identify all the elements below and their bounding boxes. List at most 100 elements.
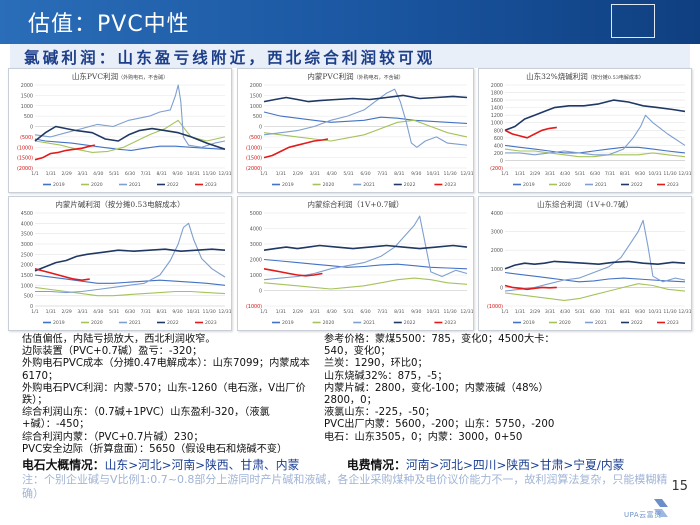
legend-label: 2019 — [282, 320, 294, 326]
series-line-2020 — [34, 119, 226, 153]
y-tick-label: 0 — [30, 125, 33, 131]
x-tick-label: 11/30 — [663, 309, 676, 315]
x-tick-label: 12/31 — [218, 171, 231, 177]
chart-shandong-pvc-profit: 山东PVC利润（外购电石，不含碱） 2000 1500 1000 500 0 (500) (1… — [17, 71, 231, 188]
series-line-2020 — [504, 283, 686, 301]
legend-label: 2020 — [559, 320, 571, 326]
series-line-2023 — [34, 144, 96, 161]
right-line: 参考价格：蒙煤5500：785，变化0；4500大卡：540，变化0； — [324, 334, 555, 358]
y-tick-label: 1800 — [491, 91, 503, 97]
x-tick-label: 1/31 — [515, 309, 525, 315]
y-tick-label: 3500 — [21, 232, 33, 238]
legend-label: 2022 — [631, 182, 643, 188]
legend-label: 2022 — [167, 182, 179, 188]
header-corner-box — [611, 4, 655, 38]
chart-title: 内蒙综合利润（1V+0.7碱） — [308, 199, 404, 209]
carbide-label: 电石大概情况： — [22, 458, 105, 472]
series-line-2023 — [504, 126, 557, 139]
y-tick-label: 4500 — [21, 211, 33, 217]
y-tick-label: 800 — [494, 128, 503, 134]
y-tick-label: 1000 — [491, 267, 503, 273]
y-tick-label: 1600 — [491, 98, 503, 104]
series-line-2023 — [263, 138, 329, 159]
legend-label: 2023 — [205, 182, 217, 188]
legend-label: 2022 — [404, 182, 416, 188]
legend-label: 2021 — [129, 182, 141, 188]
x-tick-label: 1/31 — [46, 171, 56, 177]
series-line-2022 — [504, 260, 686, 270]
x-tick-label: 11/30 — [443, 309, 456, 315]
y-tick-label: (1000) — [246, 304, 262, 310]
legend-label: 2021 — [363, 320, 375, 326]
left-line: 边际装置（PVC+0.7碱）盈亏：-320； — [22, 346, 203, 358]
legend-label: 2023 — [667, 320, 679, 326]
legend-label: 2023 — [205, 320, 217, 326]
right-line: PVC出厂内蒙：5600，-200；山东：5750，-200 — [324, 419, 555, 431]
x-tick-label: 1/31 — [46, 309, 56, 315]
legend-label: 2019 — [53, 182, 65, 188]
series-line-2021 — [263, 88, 468, 148]
y-tick-label: 0 — [500, 285, 503, 291]
chart-panel-c6: 山东综合利润（1V+0.7碱） 4000 3000 2000 1000 0 (1000) 1/… — [478, 196, 692, 331]
series-line-2019 — [504, 271, 686, 283]
x-tick-label: 2/29 — [293, 171, 303, 177]
x-tick-label: 3/31 — [310, 171, 320, 177]
chart-panel-c5: 内蒙综合利润（1V+0.7碱） 5000 4000 3000 2000 1000 0 (100… — [237, 196, 474, 331]
series-line-2023 — [34, 268, 90, 281]
x-tick-label: 1/31 — [276, 309, 286, 315]
y-tick-label: 1000 — [21, 104, 33, 110]
x-tick-label: 4/30 — [327, 309, 337, 315]
series-line-2019 — [504, 144, 686, 154]
y-tick-label: 200 — [494, 151, 503, 157]
x-tick-label: 4/30 — [560, 171, 570, 177]
y-tick-label: 500 — [24, 114, 33, 120]
y-tick-label: (1000) — [246, 145, 262, 151]
legend-label: 2022 — [631, 320, 643, 326]
legend-label: 2020 — [323, 320, 335, 326]
series-line-2021 — [34, 84, 226, 148]
x-tick-label: 6/30 — [125, 171, 135, 177]
y-tick-label: 2000 — [491, 83, 503, 89]
x-tick-label: 12/31 — [460, 309, 473, 315]
x-tick-label: 1/1 — [31, 309, 38, 315]
x-tick-label: 9/30 — [172, 171, 182, 177]
x-tick-label: 12/31 — [678, 171, 691, 177]
x-tick-label: 8/31 — [394, 171, 404, 177]
y-tick-label: (200) — [490, 166, 503, 172]
legend-label: 2023 — [667, 182, 679, 188]
series-line-2023 — [504, 284, 557, 291]
x-tick-label: 8/31 — [620, 171, 630, 177]
series-line-2020 — [34, 286, 226, 297]
chart-neimeng-pvc-profit: 内蒙PVC利润（外购电石，不含碱） 2000 1500 1000 500 0 (500) (1… — [246, 71, 473, 188]
x-tick-label: 1/1 — [501, 171, 508, 177]
y-tick-label: 2000 — [250, 258, 262, 264]
logo-mark-icon — [654, 499, 668, 517]
series-line-2023 — [263, 268, 323, 277]
legend-label: 2021 — [595, 320, 607, 326]
x-tick-label: 7/31 — [605, 309, 615, 315]
legend-label: 2019 — [523, 182, 535, 188]
x-tick-label: 1/1 — [31, 171, 38, 177]
power-label: 电费情况： — [346, 458, 406, 472]
chart-title: 内蒙PVC利润（外购电石，不含碱） — [307, 71, 403, 81]
y-tick-label: 1000 — [491, 121, 503, 127]
y-tick-label: (500) — [20, 135, 33, 141]
x-tick-label: 3/31 — [77, 171, 87, 177]
legend-label: 2021 — [363, 182, 375, 188]
series-line-2019 — [34, 274, 226, 286]
y-tick-label: (2000) — [17, 166, 33, 172]
legend-label: 2022 — [167, 320, 179, 326]
series-line-2022 — [263, 94, 468, 103]
left-line: PVC安全边际（折算盘面）：5650（假设电石和烧碱不变） — [22, 443, 288, 455]
series-line-2020 — [263, 119, 468, 142]
x-tick-label: 8/31 — [157, 171, 167, 177]
x-tick-label: 12/31 — [460, 171, 473, 177]
left-line: 综合利润内蒙：（PVC+0.7片碱）230； — [22, 431, 204, 443]
x-tick-label: 1/31 — [276, 171, 286, 177]
chart-shandong-combined-profit: 山东综合利润（1V+0.7碱）40003000200010000(1000)1/… — [487, 199, 691, 326]
legend-label: 2020 — [559, 182, 571, 188]
right-line: 电石：山东3505，0；内蒙：3000，0+50 — [324, 431, 523, 443]
left-line: 外购电石PVC成本（分摊0.47电解成本）：山东7099；内蒙成本6170； — [22, 358, 310, 382]
chart-panel-c2: 内蒙PVC利润（外购电石，不含碱） 2000 1500 1000 500 0 (500) (1… — [237, 68, 474, 193]
chart-panel-c1: 山东PVC利润（外购电石，不含碱） 2000 1500 1000 500 0 (500) (1… — [8, 68, 232, 193]
